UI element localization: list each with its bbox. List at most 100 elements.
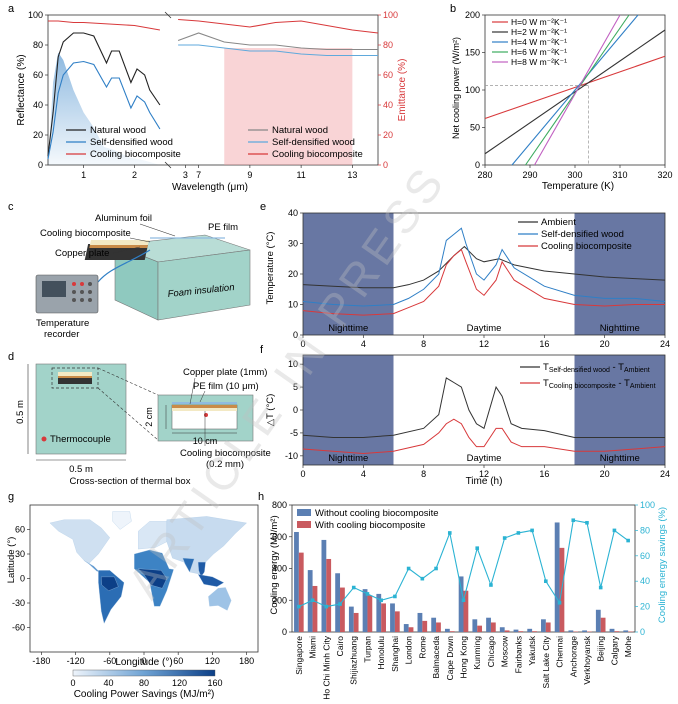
ytick-label: 0 <box>20 574 25 584</box>
ytick-label: 200 <box>272 595 287 605</box>
colorbar-tick: 120 <box>172 678 187 688</box>
xtick-label: 320 <box>657 170 672 180</box>
savings-point <box>557 600 562 605</box>
bar-with <box>340 587 345 632</box>
colorbar-tick: 40 <box>103 678 113 688</box>
ytick-label: 60 <box>33 70 43 80</box>
savings-point <box>338 602 342 606</box>
zoom-thermocouple <box>204 413 208 417</box>
category-label: Rome <box>417 636 427 659</box>
xtick-label: -60 <box>103 656 116 666</box>
bar-without <box>431 617 437 632</box>
zoom-line-bottom <box>97 387 159 441</box>
bar-with <box>312 585 318 632</box>
copper-layer <box>89 245 148 248</box>
ytick-label: 5 <box>293 382 298 392</box>
zoom-copper <box>172 405 237 408</box>
category-label: Beijing <box>596 636 606 662</box>
bar-with <box>545 622 551 632</box>
panel-h-y2label: Cooling energy savings (%) <box>657 507 668 623</box>
ytick-label: -30 <box>12 598 25 608</box>
bar-with <box>477 625 483 632</box>
xtick-label: 8 <box>421 339 426 349</box>
bar-without <box>390 603 395 632</box>
panel-a-plot: 0 20 40 60 80 100 0 20 40 60 80 100 1 2 3 7 9 11 13 Natural… <box>28 10 398 180</box>
bar-without <box>376 593 382 632</box>
label-caption-d: Cross-section of thermal box <box>70 476 191 487</box>
foam-box-side <box>157 249 251 321</box>
night-band <box>303 355 394 465</box>
bar-without <box>403 624 409 632</box>
label-2cm: 2 cm <box>144 407 154 427</box>
category-label: Chicago <box>486 636 496 667</box>
bar-with <box>353 612 359 632</box>
savings-point <box>447 531 452 535</box>
map-se-asia <box>197 562 206 578</box>
category-label: Hong Kong <box>459 636 469 679</box>
legend-label: H=8 W m⁻²K⁻¹ <box>511 57 567 67</box>
label-width: 0.5 m <box>69 464 93 475</box>
legend-mid: - T <box>616 378 630 389</box>
legend-main: T <box>543 378 549 389</box>
category-label: Miami <box>308 636 318 659</box>
series-h0 <box>484 55 666 120</box>
category-label: Chennai <box>555 636 565 668</box>
label-thermocouple: Thermocouple <box>50 434 111 445</box>
savings-point <box>530 528 534 533</box>
xtick-label: 4 <box>361 339 366 349</box>
xtick-label: 0 <box>300 339 305 349</box>
label-aluminum: Aluminum foil <box>95 213 152 224</box>
panel-b-plot: H=0 W m⁻²K⁻¹H=2 W m⁻²K⁻¹H=4 W m⁻²K⁻¹H=6 … <box>465 10 673 180</box>
legend-sub2: Ambient <box>624 367 650 374</box>
bar-with <box>422 620 428 632</box>
period-label: Daytime <box>467 453 502 464</box>
leader-aluminum <box>139 223 176 237</box>
panel-h-ylabel: Cooling energy (MJ/m²) <box>269 515 280 614</box>
category-label: Moscow <box>500 635 510 667</box>
series-h2 <box>484 29 666 155</box>
legend-sub: Cooling biocomposite <box>549 383 616 390</box>
bar-with <box>614 631 620 632</box>
savings-point <box>516 531 521 535</box>
savings-point <box>351 585 356 590</box>
ytick-label: 20 <box>33 130 43 140</box>
label-cooling-d1: Cooling biocomposite <box>180 448 271 459</box>
axis-break-bottom <box>164 161 172 169</box>
bar-with <box>449 631 455 632</box>
y2tick-label: 40 <box>640 576 650 586</box>
savings-point <box>502 536 507 540</box>
box-sample-copper <box>58 376 92 378</box>
leader-copper <box>112 246 141 254</box>
category-label: Verkhoyansk <box>582 635 592 684</box>
series-h8 <box>534 14 621 166</box>
bar-without <box>541 619 546 632</box>
night-band <box>574 213 665 335</box>
period-label: Daytime <box>467 323 502 334</box>
period-label: Nighttime <box>328 323 368 334</box>
legend-label: With cooling biocomposite <box>315 520 425 531</box>
recorder-screen <box>42 281 66 297</box>
y2tick-label: 80 <box>640 525 650 535</box>
ytick-label: 800 <box>272 500 287 510</box>
legend-label: H=2 W m⁻²K⁻¹ <box>511 27 567 37</box>
recorder-buttons <box>72 282 92 302</box>
legend-label: Cooling biocomposite <box>272 149 363 160</box>
colorbar-label: Cooling Power Savings (MJ/m²) <box>74 689 215 700</box>
category-label: Ho Chi Minh City <box>321 635 331 700</box>
zoom-cooling <box>172 408 237 411</box>
xtick-label: 8 <box>421 469 426 479</box>
bar-without <box>335 573 341 632</box>
savings-point <box>324 604 329 609</box>
xtick-label: 310 <box>612 170 627 180</box>
panel-label-c: c <box>8 201 14 213</box>
savings-point <box>626 538 630 543</box>
ytick-label: 200 <box>465 10 480 20</box>
label-recorder-2: recorder <box>44 329 79 340</box>
label-pe-d: PE film (10 μm) <box>193 381 259 392</box>
bar-without <box>417 612 423 632</box>
ytick-label: 0 <box>293 330 298 340</box>
label-recorder-1: Temperature <box>36 318 89 329</box>
series-emittance_natural <box>177 32 378 51</box>
bar-without <box>444 628 450 632</box>
category-label: Yakutsk <box>527 635 537 665</box>
